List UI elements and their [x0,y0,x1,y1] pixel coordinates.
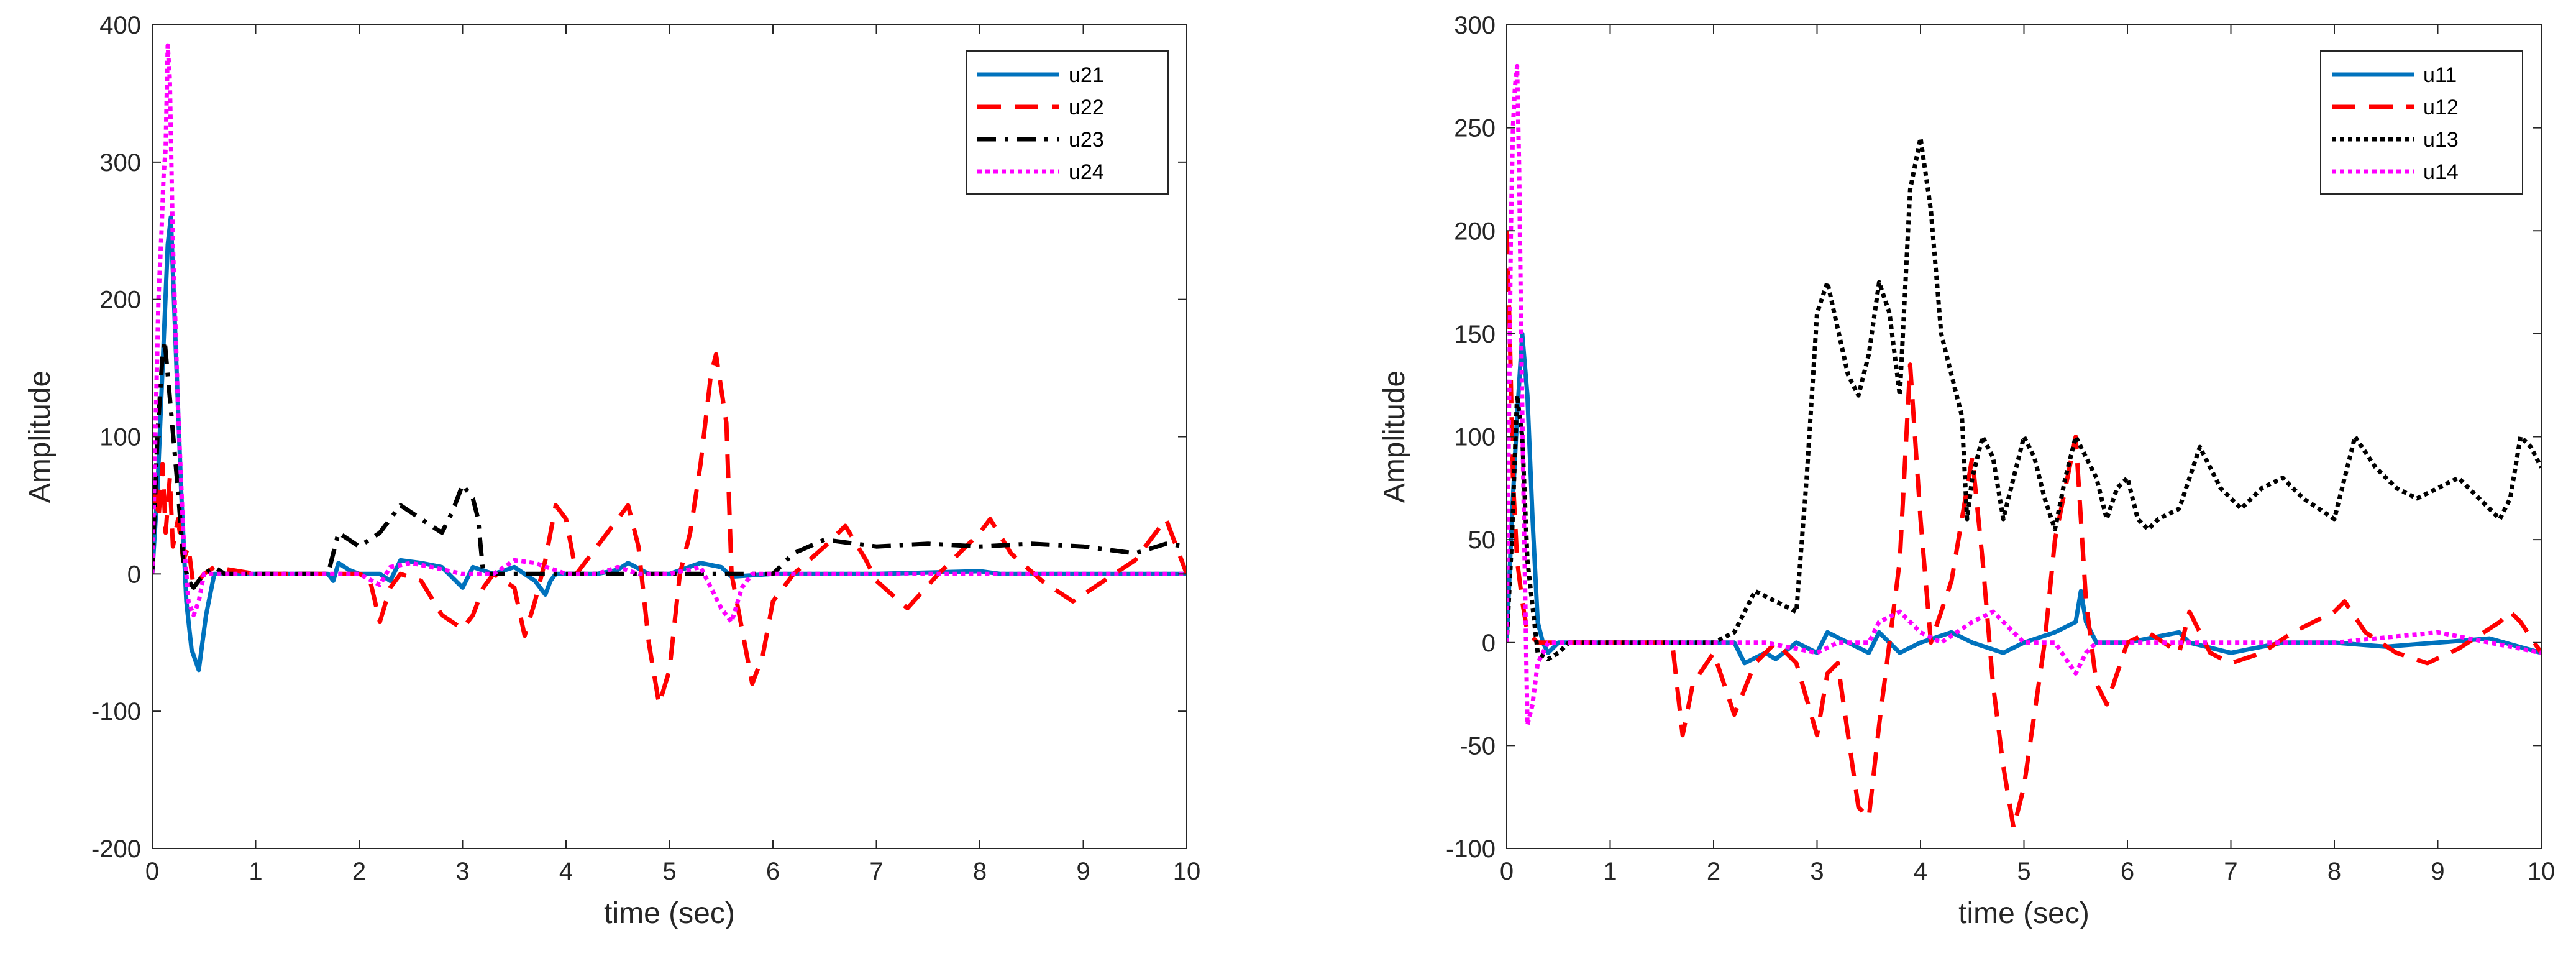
x-tick-label: 6 [2121,858,2134,885]
x-tick-label: 9 [1076,858,1090,885]
y-tick-label: -100 [1446,835,1496,863]
y-tick-label: 400 [99,12,141,39]
x-tick-label: 4 [559,858,573,885]
legend-label-u11: u11 [2423,63,2457,87]
legend-label-u13: u13 [2423,128,2459,152]
y-tick-label: 200 [99,287,141,314]
legend-label-u12: u12 [2423,96,2459,119]
y-tick-label: -200 [91,835,141,863]
y-tick-label: 100 [99,424,141,451]
x-tick-label: 0 [145,858,159,885]
legend: u21 u22 u23 u24 [966,50,1169,195]
series-line-u21 [152,214,1187,673]
x-tick-label: 10 [1173,858,1201,885]
series-line-u23 [152,338,1187,590]
y-tick-label: 50 [1468,526,1496,554]
series-line-u24 [152,43,1187,625]
x-tick-label: 9 [2431,858,2444,885]
x-tick-label: 2 [352,858,366,885]
series-group [1507,63,2541,830]
y-tick-label: 100 [1454,424,1496,451]
x-tick-label: 1 [1603,858,1617,885]
x-tick-label: 5 [2017,858,2030,885]
x-tick-label: 10 [2528,858,2555,885]
y-tick-label: 300 [1454,12,1496,39]
y-tick-label: -50 [1459,732,1496,760]
y-axis-label: Amplitude [24,370,57,503]
series-line-u22 [152,352,1187,707]
legend-label-u24: u24 [1069,160,1104,184]
legend-label-u22: u22 [1069,96,1104,119]
series-group [152,43,1187,707]
x-tick-label: 2 [1707,858,1720,885]
x-tick-label: 7 [2224,858,2237,885]
y-tick-label: 200 [1454,218,1496,245]
y-tick-label: 150 [1454,321,1496,348]
right-chart-amplitude-u1x: 0 1 2 3 4 5 6 7 8 9 10 -100 -50 0 50 100 150 200 250 300 tim… [1378,12,2555,930]
legend-label-u21: u21 [1069,63,1104,87]
y-tick-label: 300 [99,149,141,177]
x-axis-label: time (sec) [1958,897,2090,930]
x-tick-label: 8 [973,858,987,885]
x-axis-label: time (sec) [604,897,735,930]
x-tick-label: 4 [1914,858,1927,885]
x-tick-label: 5 [662,858,676,885]
y-tick-label: -100 [91,698,141,725]
legend: u11 u12 u13 u14 [2320,50,2523,195]
y-tick-label: 0 [1482,630,1496,657]
left-chart-amplitude-u2x: 0 1 2 3 4 5 6 7 8 9 10 -200 -100 0 100 200 300 400 time (s… [24,12,1200,930]
legend-label-u14: u14 [2423,160,2459,184]
series-line-u12 [1507,231,2541,830]
x-tick-label: 6 [766,858,780,885]
legend-label-u23: u23 [1069,128,1104,152]
x-tick-label: 3 [1810,858,1824,885]
x-tick-label: 3 [455,858,469,885]
x-tick-label: 8 [2327,858,2341,885]
x-tick-label: 0 [1500,858,1514,885]
y-tick-label: 250 [1454,115,1496,142]
y-axis-label: Amplitude [1378,370,1411,503]
series-line-u13 [1507,136,2541,661]
x-tick-label: 1 [249,858,262,885]
series-line-u14 [1507,63,2541,727]
x-tick-label: 7 [869,858,883,885]
y-tick-label: 0 [127,561,141,588]
